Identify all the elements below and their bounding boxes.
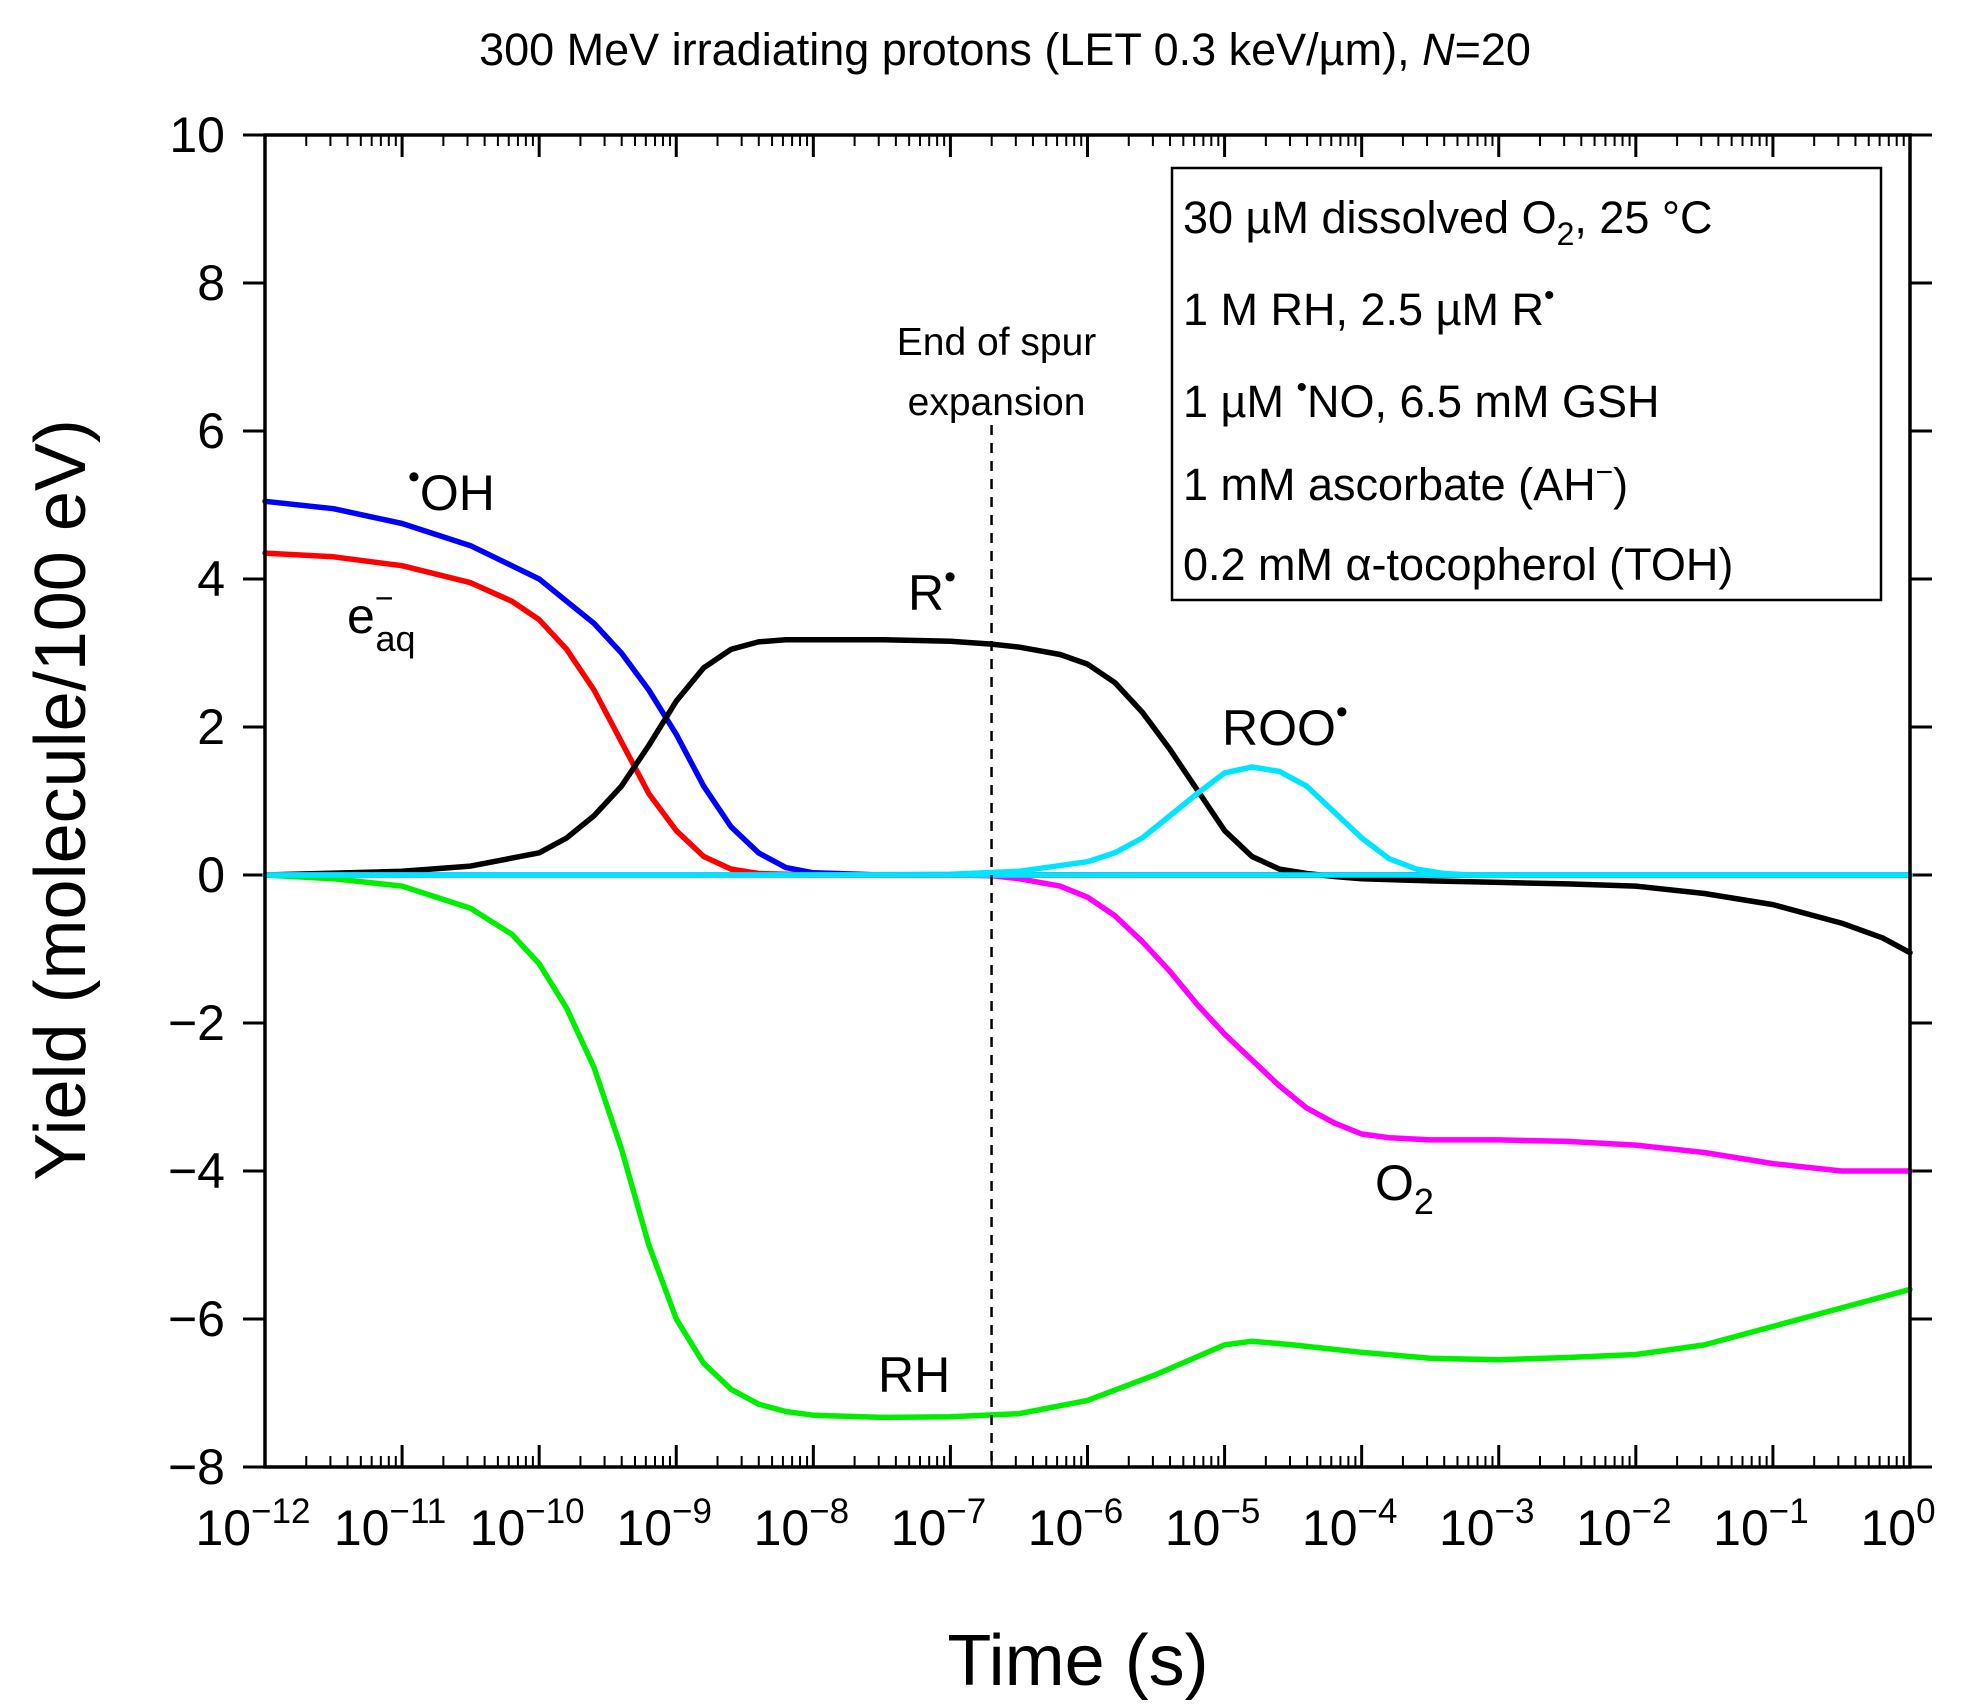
axis-ticks <box>243 133 1932 1469</box>
label-r: R• <box>908 558 956 621</box>
series-line-rh <box>262 872 1913 1421</box>
x-axis-label: Time (s) <box>947 1621 1208 1701</box>
y-tick-label: −6 <box>168 1291 225 1347</box>
y-tick-label: 4 <box>197 551 225 607</box>
y-tick-label: −8 <box>168 1439 225 1495</box>
y-tick-label: −2 <box>168 995 225 1051</box>
series-line-eaq <box>262 550 1913 878</box>
spur-label-line2: expansion <box>908 381 1086 424</box>
y-tick-label: 2 <box>197 699 225 755</box>
y-tick-label: 6 <box>197 403 225 459</box>
y-axis-label: Yield (molecule/100 eV) <box>21 419 101 1181</box>
chart-title: 300 MeV irradiating protons (LET 0.3 keV… <box>479 24 1531 75</box>
x-tick-label: 10−12 <box>196 1492 311 1556</box>
label-eaq: e− aq <box>347 580 416 659</box>
x-tick-label: 10−10 <box>470 1492 585 1556</box>
x-tick-label: 10−9 <box>616 1492 712 1556</box>
x-tick-label: 10−4 <box>1302 1492 1398 1556</box>
x-tick-label: 10−8 <box>754 1492 850 1556</box>
condition-line-3: 1 µM •NO, 6.5 mM GSH <box>1183 371 1660 427</box>
y-tick-label: 0 <box>197 847 225 903</box>
condition-line-5: 0.2 mM α-tocopherol (TOH) <box>1183 539 1733 590</box>
x-tick-label: 100 <box>1860 1492 1935 1556</box>
x-tick-label: 10−11 <box>334 1492 446 1556</box>
spur-label-line1: End of spur <box>897 321 1096 364</box>
plot-frame <box>263 133 1912 1469</box>
conditions-box <box>1170 166 1883 602</box>
x-tick-label: 10−5 <box>1165 1492 1261 1556</box>
label-roo: ROO• <box>1222 693 1348 756</box>
x-tick-label: 10−2 <box>1576 1492 1672 1556</box>
x-tick-label: 10−3 <box>1439 1492 1535 1556</box>
label-o2: O2 <box>1375 1155 1434 1222</box>
x-tick-label: 10−1 <box>1713 1492 1809 1556</box>
series-line-r <box>262 636 1913 956</box>
x-tick-label: 10−7 <box>891 1492 987 1556</box>
condition-line-4: 1 mM ascorbate (AH−) <box>1183 456 1628 510</box>
x-tick-label: 10−6 <box>1028 1492 1124 1556</box>
y-tick-label: −4 <box>168 1143 225 1199</box>
y-tick-label: 10 <box>169 107 225 163</box>
tick-labels: 10−12 10−11 10−10 10−9 10−8 10−7 10−6 10−5 10−4 1… <box>168 107 1936 1556</box>
label-oh: •OH <box>408 458 495 521</box>
series-line-o2 <box>262 872 1913 1174</box>
label-rh: RH <box>878 1347 950 1403</box>
condition-line-2: 1 M RH, 2.5 µM R• <box>1183 279 1555 335</box>
y-tick-label: 8 <box>197 255 225 311</box>
condition-line-1: 30 µM dissolved O2, 25 °C <box>1183 192 1712 252</box>
series-lines <box>262 498 1913 1421</box>
